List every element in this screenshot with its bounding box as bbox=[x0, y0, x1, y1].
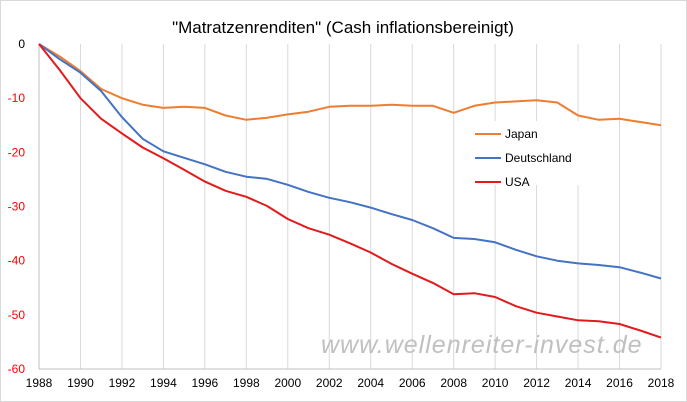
legend: Japan Deutschland USA bbox=[467, 121, 617, 189]
y-tick-label-2: -20 bbox=[8, 145, 26, 159]
x-tick-label-11: 2010 bbox=[482, 376, 509, 390]
x-tick-label-15: 2018 bbox=[648, 376, 675, 390]
y-tick-label-1: -10 bbox=[8, 91, 26, 105]
x-tick-label-2: 1992 bbox=[109, 376, 136, 390]
x-tick-label-8: 2004 bbox=[357, 376, 384, 390]
x-tick-label-13: 2014 bbox=[565, 376, 592, 390]
watermark: www.wellenreiter-invest.de bbox=[321, 331, 643, 359]
y-tick-label-3: -30 bbox=[8, 200, 26, 214]
x-tick-label-5: 1998 bbox=[233, 376, 260, 390]
y-tick-label-5: -50 bbox=[8, 308, 26, 322]
axes bbox=[38, 44, 661, 370]
series-line-deutschland bbox=[38, 43, 662, 280]
legend-label-deutschland: Deutschland bbox=[505, 151, 572, 165]
x-tick-label-7: 2002 bbox=[316, 376, 343, 390]
series-lines bbox=[38, 43, 662, 339]
legend-box bbox=[467, 121, 617, 185]
y-tick-label-0: 0 bbox=[18, 37, 25, 51]
y-tick-label-4: -40 bbox=[8, 254, 26, 268]
x-tick-label-0: 1988 bbox=[26, 376, 53, 390]
y-tick-label-6: -60 bbox=[8, 362, 26, 376]
legend-label-usa: USA bbox=[505, 175, 530, 189]
legend-label-japan: Japan bbox=[505, 127, 538, 141]
x-tick-label-12: 2012 bbox=[523, 376, 550, 390]
gridlines bbox=[38, 44, 662, 369]
x-tick-label-9: 2006 bbox=[399, 376, 426, 390]
x-axis-ticks: 1988 1990 1992 1994 1996 1998 2000 2002 2004 2006… bbox=[26, 376, 675, 390]
x-tick-label-1: 1990 bbox=[67, 376, 94, 390]
x-tick-label-3: 1994 bbox=[150, 376, 177, 390]
x-tick-label-4: 1996 bbox=[192, 376, 219, 390]
chart-title: "Matratzenrenditen" (Cash inflationsbere… bbox=[172, 18, 514, 37]
y-axis-ticks: 0 -10 -20 -30 -40 -50 -60 bbox=[8, 37, 26, 376]
series-line-japan bbox=[38, 43, 662, 127]
series-line-usa bbox=[38, 43, 662, 339]
x-tick-label-14: 2016 bbox=[606, 376, 633, 390]
x-tick-label-6: 2000 bbox=[274, 376, 301, 390]
x-tick-label-10: 2008 bbox=[440, 376, 467, 390]
